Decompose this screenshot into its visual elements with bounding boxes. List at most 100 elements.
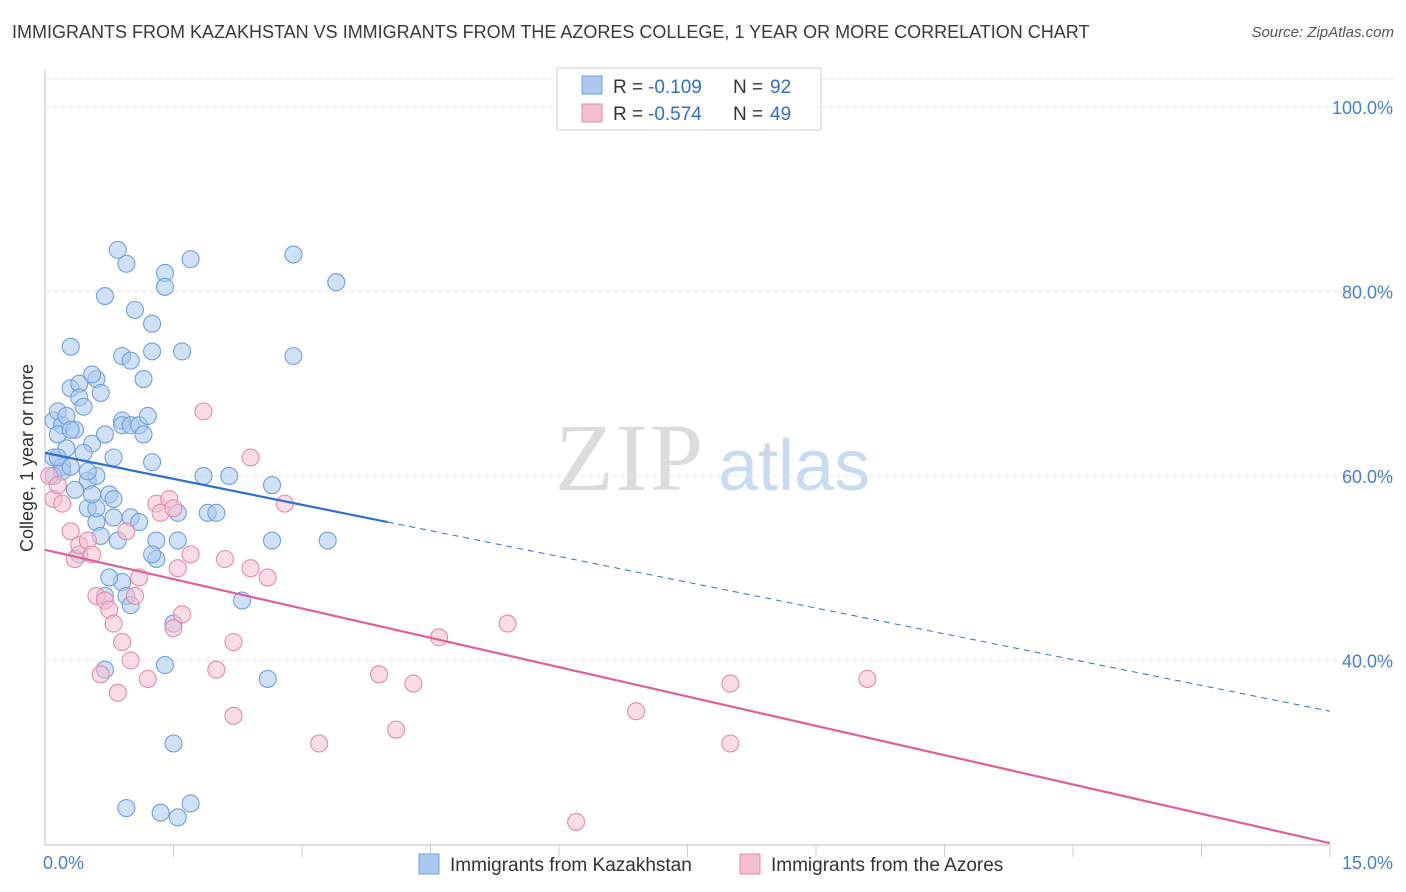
watermark-atlas: atlas (718, 426, 870, 506)
azores-point-11 (104, 614, 123, 633)
kazakhstan-point-63 (220, 466, 239, 486)
kazakhstan-point-89 (83, 485, 102, 504)
legend-r-label-1: R = (613, 77, 643, 98)
kazakhstan-point-59 (181, 794, 200, 813)
kazakhstan-point-32 (95, 286, 115, 306)
legend-n-label-2: N = (733, 104, 763, 125)
kazakhstan-point-38 (284, 245, 303, 264)
bottom-legend-swatch-kazakhstan (418, 853, 440, 875)
azores-point-42 (498, 614, 517, 633)
x-tick-label-max: 15.0% (1342, 853, 1393, 873)
azores-point-13 (117, 522, 136, 541)
kazakhstan-point-71 (151, 803, 170, 822)
azores-point-48 (53, 494, 72, 513)
kazakhstan-point-20 (95, 425, 115, 444)
kazakhstan-point-66 (262, 476, 282, 495)
legend-n-value-2: 49 (770, 104, 791, 125)
kazakhstan-point-83 (104, 448, 123, 467)
kazakhstan-point-36 (155, 277, 174, 296)
y-tick-label-80: 80.0% (1342, 282, 1393, 302)
kazakhstan-point-67 (262, 531, 282, 550)
azores-point-29 (207, 660, 226, 679)
series-azores (40, 402, 877, 831)
kazakhstan-point-30 (108, 240, 127, 259)
kazakhstan-point-19 (91, 383, 110, 402)
kazakhstan-point-68 (318, 531, 337, 550)
kazakhstan-point-90 (100, 568, 119, 587)
azores-point-47 (858, 669, 877, 688)
kazakhstan-point-12 (74, 397, 93, 416)
kazakhstan-point-7 (61, 337, 80, 356)
azores-point-18 (108, 683, 127, 702)
azores-point-45 (721, 674, 740, 693)
azores-point-19 (138, 669, 157, 688)
azores-point-24 (173, 605, 192, 624)
azores-point-31 (224, 632, 243, 652)
kazakhstan-point-91 (130, 513, 149, 532)
kazakhstan-point-43 (143, 342, 162, 361)
azores-point-14 (121, 651, 140, 670)
legend-swatch-kazakhstan (581, 75, 603, 95)
kazakhstan-point-58 (168, 808, 187, 827)
kazakhstan-point-56 (155, 656, 174, 675)
bottom-legend-swatch-azores (739, 853, 761, 875)
kazakhstan-point-45 (284, 346, 303, 366)
kazakhstan-point-60 (194, 466, 213, 486)
kazakhstan-point-22 (104, 508, 123, 527)
kazakhstan-point-33 (125, 300, 144, 319)
kazakhstan-point-44 (173, 342, 192, 361)
bottom-legend-label-azores: Immigrants from the Azores (771, 855, 1003, 876)
azores-point-17 (91, 665, 110, 684)
watermark-zip: ZIP (555, 404, 705, 511)
legend-r-value-1: -0.109 (648, 77, 702, 98)
kazakhstan-point-39 (327, 273, 346, 292)
kazakhstan-point-65 (258, 669, 277, 688)
trend-line-kazakhstan-extrapolated (387, 521, 1331, 712)
kazakhstan-point-57 (164, 734, 183, 753)
azores-point-33 (241, 448, 260, 467)
kazakhstan-point-49 (138, 406, 157, 426)
y-tick-label-40: 40.0% (1342, 651, 1393, 671)
azores-point-32 (224, 706, 243, 725)
azores-point-40 (404, 674, 423, 693)
y-axis-label: College, 1 year or more (17, 364, 37, 552)
kazakhstan-point-51 (143, 453, 162, 472)
x-tick-label-min: 0.0% (43, 853, 84, 873)
legend-n-value-1: 92 (770, 77, 791, 98)
legend-n-label-1: N = (733, 77, 763, 98)
azores-point-23 (164, 499, 183, 518)
x-ticks (173, 845, 1331, 857)
kazakhstan-point-73 (143, 545, 162, 564)
azores-point-12 (113, 632, 132, 652)
series-legend: Immigrants from Kazakhstan Immigrants fr… (418, 853, 1003, 876)
series-kazakhstan (44, 240, 346, 827)
legend-r-label-2: R = (613, 104, 643, 125)
kazakhstan-point-42 (134, 370, 153, 389)
azores-point-46 (721, 734, 740, 753)
kazakhstan-point-70 (117, 799, 136, 818)
kazakhstan-point-69 (168, 531, 187, 550)
azores-point-2 (48, 476, 67, 495)
legend-swatch-azores (581, 103, 603, 123)
bottom-legend-label-kazakhstan: Immigrants from Kazakhstan (450, 855, 692, 876)
azores-point-30 (215, 549, 234, 569)
y-tick-labels: 40.0% 60.0% 80.0% 100.0% (1332, 98, 1393, 672)
kazakhstan-point-41 (121, 351, 140, 370)
azores-point-27 (181, 545, 200, 564)
kazakhstan-point-78 (78, 462, 97, 481)
azores-point-35 (258, 568, 277, 587)
azores-point-3 (61, 522, 80, 541)
kazakhstan-point-23 (104, 489, 123, 509)
kazakhstan-point-62 (207, 503, 226, 522)
chart-title: IMMIGRANTS FROM KAZAKHSTAN VS IMMIGRANTS… (12, 22, 1090, 42)
kazakhstan-point-37 (181, 250, 200, 269)
legend-r-value-2: -0.574 (648, 104, 702, 125)
trend-lines (44, 451, 1331, 845)
source-credit: Source: ZipAtlas.com (1251, 24, 1394, 41)
kazakhstan-point-79 (65, 480, 85, 499)
kazakhstan-point-88 (61, 420, 80, 439)
azores-point-37 (310, 734, 329, 753)
y-tick-label-100: 100.0% (1332, 98, 1393, 118)
kazakhstan-point-76 (61, 457, 80, 476)
